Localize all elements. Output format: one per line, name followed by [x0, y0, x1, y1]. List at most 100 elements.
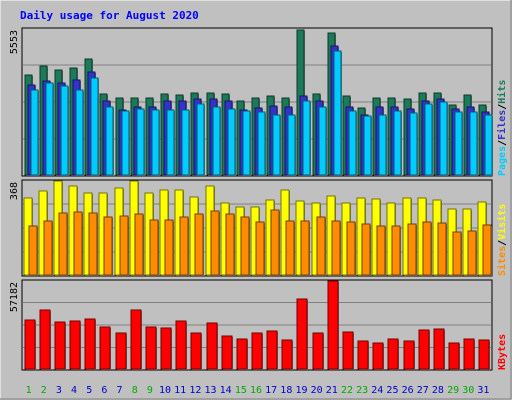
bar-fill: [181, 109, 190, 176]
bar-sites-day-9: [149, 219, 159, 276]
bar-fill: [348, 110, 357, 176]
bar-pages-day-7: [121, 110, 130, 176]
bar-kbytes-day-15: [236, 338, 248, 370]
bar-fill: [407, 223, 417, 276]
bar-fill: [270, 209, 280, 276]
bar-fill: [448, 342, 460, 370]
bar-fill: [467, 230, 477, 276]
bar-fill: [166, 109, 175, 176]
bar-fill: [318, 106, 327, 176]
bar-pages-day-23: [363, 115, 372, 176]
bar-pages-day-1: [30, 89, 39, 176]
bar-pages-day-16: [257, 111, 266, 176]
bar-fill: [75, 89, 84, 176]
bar-fill: [88, 212, 98, 276]
bar-fill: [316, 216, 326, 276]
bar-fill: [210, 210, 220, 276]
bar-fill: [24, 319, 36, 370]
bar-kbytes-day-27: [418, 329, 430, 370]
bar-kbytes-day-2: [39, 309, 51, 370]
bar-fill: [437, 222, 447, 276]
bar-fill: [469, 111, 478, 176]
bar-pages-day-27: [424, 103, 433, 176]
bar-fill: [103, 216, 113, 276]
bar-kbytes-day-20: [312, 332, 324, 370]
bar-kbytes-day-31: [478, 339, 490, 370]
bar-fill: [255, 221, 265, 276]
bar-sites-day-17: [270, 209, 280, 276]
bar-kbytes-day-26: [403, 340, 415, 370]
bar-fill: [105, 106, 114, 176]
bar-fill: [418, 329, 430, 370]
bar-fill: [378, 114, 387, 176]
chart-panels: 5553Pages/Files/Hits368Sites/Visits57182…: [9, 27, 508, 371]
bar-pages-day-31: [484, 114, 493, 176]
bar-pages-day-20: [318, 106, 327, 176]
bar-kbytes-day-18: [281, 339, 293, 370]
bar-kbytes-day-16: [251, 332, 263, 370]
bar-pages-day-26: [409, 112, 418, 176]
bar-fill: [439, 101, 448, 176]
bar-fill: [422, 221, 432, 276]
day-label-10: 10: [159, 385, 171, 396]
bar-fill: [242, 110, 251, 176]
bar-fill: [257, 111, 266, 176]
bar-kbytes-day-10: [160, 327, 172, 370]
bar-fill: [30, 89, 39, 176]
bar-fill: [69, 320, 81, 370]
bar-kbytes-day-21: [327, 280, 339, 370]
bar-fill: [312, 332, 324, 370]
bar-sites-day-12: [194, 213, 204, 276]
bar-fill: [115, 332, 127, 370]
bar-fill: [164, 219, 174, 276]
bar-pages-day-8: [136, 108, 145, 176]
bar-sites-day-6: [103, 216, 113, 276]
bar-fill: [196, 103, 205, 176]
bar-kbytes-day-14: [221, 335, 233, 370]
bar-kbytes-day-5: [84, 318, 96, 370]
bar-kbytes-day-9: [145, 326, 157, 370]
bar-pages-day-19: [302, 100, 311, 176]
bar-sites-day-3: [58, 212, 68, 276]
legend-kbytes: KBytes: [497, 334, 508, 370]
bar-fill: [482, 224, 492, 276]
bar-kbytes-day-12: [190, 332, 202, 370]
bar-fill: [134, 213, 144, 276]
bar-fill: [387, 338, 399, 370]
bar-sites-day-20: [316, 216, 326, 276]
bar-fill: [90, 77, 99, 176]
panel-visits-sites: 368 Sites/Visits: [9, 179, 508, 277]
bar-pages-day-21: [333, 50, 342, 176]
day-label-14: 14: [220, 385, 232, 396]
bar-sites-day-15: [240, 216, 250, 276]
bar-sites-day-5: [88, 212, 98, 276]
bar-pages-day-30: [469, 111, 478, 176]
day-label-6: 6: [101, 385, 107, 396]
bar-fill: [361, 223, 371, 276]
bar-sites-day-22: [346, 221, 356, 276]
bar-pages-day-12: [196, 103, 205, 176]
bar-kbytes-day-30: [463, 338, 475, 370]
bar-sites-day-19: [300, 220, 310, 276]
legend-pages: Pages: [497, 146, 508, 176]
bar-kbytes-day-23: [357, 340, 369, 370]
bar-sites-day-28: [437, 222, 447, 276]
day-label-3: 3: [56, 385, 62, 396]
bar-kbytes-day-11: [175, 320, 187, 370]
bar-sites-day-30: [467, 230, 477, 276]
legend-sites: Sites: [496, 246, 508, 276]
bar-pages-day-24: [378, 114, 387, 176]
bar-fill: [478, 339, 490, 370]
bar-sites-day-1: [28, 225, 38, 276]
bar-fill: [331, 220, 341, 276]
bar-sites-day-23: [361, 223, 371, 276]
bar-fill: [54, 321, 66, 370]
bar-fill: [296, 298, 308, 370]
bar-sites-day-25: [391, 225, 401, 276]
panel-legend: KBytes: [497, 334, 508, 370]
bar-kbytes-day-6: [99, 326, 111, 370]
bar-kbytes-day-28: [433, 328, 445, 370]
bar-sites-day-31: [482, 224, 492, 276]
bar-fill: [484, 114, 493, 176]
